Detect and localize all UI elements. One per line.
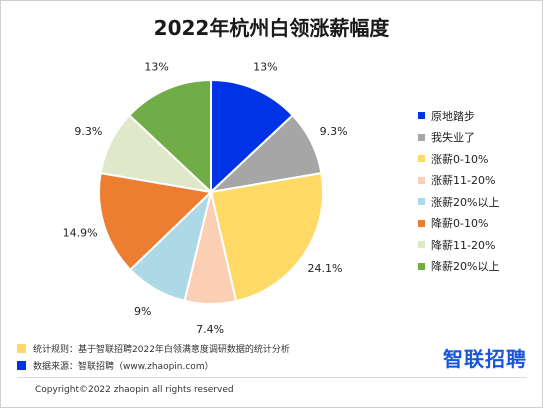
note-rule-swatch (17, 344, 26, 353)
pie-value-label-5: 9% (134, 305, 151, 318)
note-source-text: 智联招聘（www.zhaopin.com） (78, 362, 214, 372)
pie-slice-8 (127, 78, 212, 195)
legend-label: 涨薪11-20% (431, 174, 496, 188)
legend-label: 涨薪0-10% (431, 152, 489, 166)
legend: 原地踏步我失业了涨薪0-10% 涨薪11-20% 涨薪20%以上 降薪0-10% 降薪1… (418, 105, 538, 277)
pie-value-labels: 13% 9.3% 24.1% 7.4% 9% 14.9% 9.3% 13% (63, 60, 348, 336)
legend-swatch (418, 219, 425, 227)
brand-logo: 智联招聘 (443, 347, 527, 371)
legend-item-7: 降薪11-20% (418, 234, 538, 256)
legend-item-8: 降薪20%以上 (418, 256, 538, 278)
legend-label: 降薪20%以上 (431, 260, 500, 274)
legend-item-3: 涨薪0-10% (418, 148, 538, 170)
legend-swatch (418, 155, 425, 163)
note-rule: 统计规则： 基于智联招聘2022年白领满意度调研数据的统计分析 (17, 340, 290, 357)
note-source-label: 数据来源： (33, 362, 79, 372)
pie-slice-1 (210, 78, 295, 195)
legend-swatch (418, 241, 425, 249)
pie-slices (98, 78, 324, 305)
pie-value-label-3: 24.1% (308, 262, 343, 275)
pie-slice-6 (98, 171, 214, 272)
pie-value-label-8: 13% (144, 60, 168, 73)
copyright-text: Copyright©2022 zhaopin all rights reserv… (35, 385, 234, 395)
pie-value-label-6: 14.9% (63, 226, 98, 239)
legend-label: 我失业了 (431, 131, 475, 145)
pie-slice-3 (209, 171, 324, 303)
note-rule-label: 统计规则： (33, 345, 79, 355)
legend-label: 降薪11-20% (431, 238, 496, 252)
pie-value-label-2: 9.3% (320, 125, 348, 138)
legend-label: 原地踏步 (431, 109, 475, 123)
chart-title: 2022年杭州白领涨薪幅度 (153, 16, 390, 40)
legend-item-2: 我失业了 (418, 127, 538, 149)
legend-item-1: 原地踏步 (418, 105, 538, 127)
legend-swatch (418, 133, 425, 141)
pie-value-label-7: 9.3% (74, 125, 102, 138)
legend-swatch (418, 262, 425, 270)
legend-label: 涨薪20%以上 (431, 195, 500, 209)
note-source-swatch (17, 361, 26, 370)
legend-swatch (418, 198, 425, 206)
legend-item-5: 涨薪20%以上 (418, 191, 538, 213)
legend-item-4: 涨薪11-20% (418, 170, 538, 192)
note-rule-text: 基于智联招聘2022年白领满意度调研数据的统计分析 (78, 345, 290, 355)
note-source: 数据来源： 智联招聘（www.zhaopin.com） (17, 357, 290, 374)
footer-divider (17, 377, 527, 378)
pie-value-label-4: 7.4% (196, 323, 224, 336)
legend-item-6: 降薪0-10% (418, 213, 538, 235)
pie-value-label-1: 13% (253, 60, 277, 73)
legend-swatch (418, 112, 425, 120)
legend-swatch (418, 176, 425, 184)
legend-label: 降薪0-10% (431, 217, 489, 231)
footer-notes: 统计规则： 基于智联招聘2022年白领满意度调研数据的统计分析 数据来源： 智联… (17, 340, 290, 374)
